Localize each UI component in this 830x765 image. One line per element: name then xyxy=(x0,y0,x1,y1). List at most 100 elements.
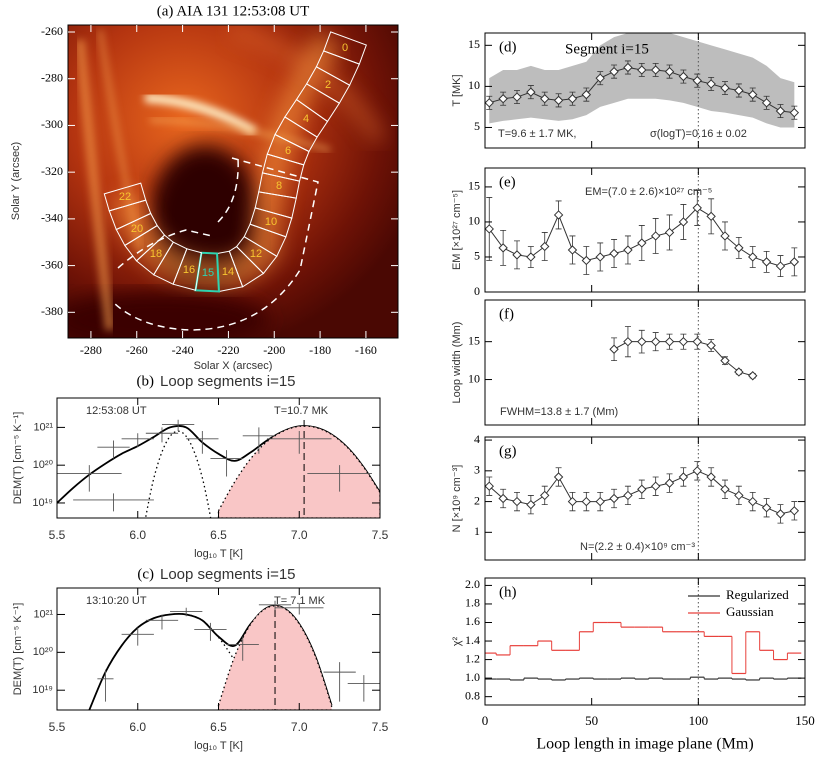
segment-label: 22 xyxy=(119,191,131,203)
axes-frame xyxy=(484,32,806,149)
panel-label: (h) xyxy=(499,584,517,600)
y-tick-label: 10 xyxy=(468,78,480,92)
annotation: FWHM=13.8 ± 1.7 (Mm) xyxy=(500,406,618,418)
x-tick-label: 100 xyxy=(689,713,709,728)
error-cross xyxy=(323,662,356,702)
y-tick-label: -260 xyxy=(41,24,63,38)
diamond-marker xyxy=(720,231,730,241)
diamond-marker xyxy=(678,336,689,347)
solar-image: 0 2 4 6 8 10 12 14 15 16 18 20 22 xyxy=(68,25,398,338)
diamond-marker xyxy=(498,243,508,253)
plot-area xyxy=(485,437,800,560)
y-tick-label: 4 xyxy=(474,432,480,446)
panel-label: (g) xyxy=(499,443,517,459)
loop-segment xyxy=(103,182,147,212)
y-tick-label: -280 xyxy=(41,70,63,84)
panel-label: (b) xyxy=(137,373,155,389)
y-tick-label: 1.0 xyxy=(465,670,480,684)
diamond-marker xyxy=(512,92,522,102)
y-tick-label: 10²⁰ xyxy=(33,459,54,471)
diamond-marker xyxy=(637,336,647,347)
x-tick-label: -160 xyxy=(355,343,377,357)
x-tick-label: 7.0 xyxy=(291,528,308,542)
diamond-marker xyxy=(692,336,702,347)
diamond-marker xyxy=(678,217,689,227)
error-cross xyxy=(186,431,219,454)
x-axis-label: Solar X (arcsec) xyxy=(194,360,273,372)
x-axis-label: Loop length in image plane (Mm) xyxy=(536,736,753,753)
error-cross xyxy=(242,427,276,454)
diamond-marker xyxy=(706,211,716,222)
error-cross xyxy=(57,465,122,492)
panel-title: Loop segments i=15 xyxy=(160,373,296,390)
error-cross xyxy=(161,419,195,432)
diamond-marker xyxy=(540,490,550,501)
error-cross xyxy=(194,622,227,641)
x-tick-label: 5.5 xyxy=(49,528,66,542)
annotation: σ(logT)=0.16 ± 0.02 xyxy=(650,128,747,140)
diamond-marker xyxy=(720,83,730,93)
diamond-marker xyxy=(706,472,716,482)
diamond-marker xyxy=(734,367,744,377)
loop-segments: 0 2 4 6 8 10 12 14 15 16 18 20 22 xyxy=(103,31,367,293)
dem-curve xyxy=(88,613,261,710)
error-cross xyxy=(266,431,332,454)
diamond-marker xyxy=(512,496,522,507)
y-tick-label: -300 xyxy=(41,117,63,131)
y-tick-label: -360 xyxy=(41,257,63,271)
x-tick-label: 7.0 xyxy=(291,720,308,734)
x-tick-label: 6.5 xyxy=(210,720,227,734)
error-cross xyxy=(121,433,154,448)
diamond-marker xyxy=(734,85,744,96)
segment-label: 16 xyxy=(183,264,195,276)
axes-frame xyxy=(484,167,806,293)
plot-area xyxy=(485,168,800,292)
diamond-marker xyxy=(650,65,661,75)
diamond-marker xyxy=(678,472,689,482)
x-tick-label: -280 xyxy=(80,343,102,357)
diamond-marker xyxy=(595,496,605,507)
diamond-marker xyxy=(761,503,772,513)
diamond-marker xyxy=(650,481,661,491)
x-axis-label: log₁₀ T [K] xyxy=(194,740,243,752)
y-tick-label: 1.2 xyxy=(465,651,480,665)
error-cross xyxy=(145,427,179,443)
panel-title: (a) AIA 131 12:53:08 UT xyxy=(157,3,309,19)
x-tick-label: -240 xyxy=(172,343,194,357)
segment-label: 8 xyxy=(276,180,282,192)
plot-area xyxy=(88,600,380,710)
diamond-marker xyxy=(609,66,619,77)
dem-curve xyxy=(144,430,212,518)
diamond-marker xyxy=(775,509,786,519)
diamond-marker xyxy=(706,340,716,351)
y-tick-label: 10²¹ xyxy=(33,421,53,433)
diamond-marker xyxy=(609,493,619,504)
y-tick-label: 0.8 xyxy=(465,688,480,702)
diamond-marker xyxy=(664,478,675,488)
y-tick-label: 10¹⁹ xyxy=(32,497,53,509)
diamond-marker xyxy=(553,95,564,106)
diamond-marker xyxy=(734,243,744,253)
y-tick-label: -380 xyxy=(41,304,63,318)
diamond-marker xyxy=(637,65,647,75)
image-frame xyxy=(67,24,399,339)
hot-component xyxy=(217,425,380,518)
x-tick-label: 150 xyxy=(795,713,815,728)
error-cross xyxy=(97,669,114,702)
diamond-marker xyxy=(581,255,592,266)
y-tick-label: 10²⁰ xyxy=(33,646,54,658)
uncertainty-band xyxy=(489,33,795,128)
diamond-marker xyxy=(526,252,536,262)
x-axis-label: log₁₀ T [K] xyxy=(194,548,243,560)
y-tick-label: 10¹⁹ xyxy=(32,684,53,696)
y-tick-label: 3 xyxy=(474,463,480,477)
error-cross xyxy=(275,603,324,615)
diamond-marker xyxy=(720,484,730,494)
diamond-marker xyxy=(678,71,689,82)
diamond-marker xyxy=(692,75,702,86)
x-tick-label: -200 xyxy=(263,343,285,357)
diamond-marker xyxy=(748,371,758,381)
x-tick-label: 5.5 xyxy=(49,720,66,734)
diamond-marker xyxy=(567,94,578,104)
diamond-marker xyxy=(567,245,578,255)
